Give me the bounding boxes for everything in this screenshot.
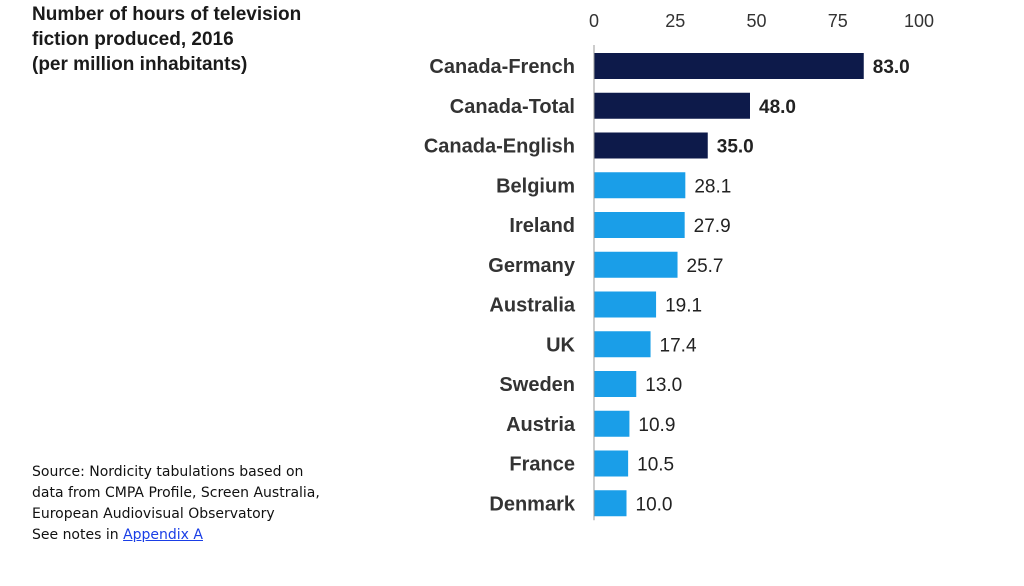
- data-label: 28.1: [694, 176, 731, 197]
- data-label: 19.1: [665, 296, 702, 317]
- data-label: 17.4: [660, 335, 697, 356]
- data-label: 35.0: [717, 137, 754, 158]
- bar: [594, 212, 685, 238]
- data-label: 48.0: [759, 97, 796, 118]
- bar: [594, 410, 630, 437]
- bar: [594, 92, 750, 119]
- category-label: France: [509, 454, 575, 476]
- category-label: Canada-Total: [450, 96, 575, 118]
- x-tick-label: 25: [665, 11, 685, 31]
- data-label: 13.0: [645, 375, 682, 396]
- x-tick-label: 50: [746, 11, 766, 31]
- category-label: UK: [546, 334, 575, 356]
- data-label: 10.0: [636, 494, 673, 515]
- bar: [594, 371, 637, 397]
- category-label: Denmark: [489, 493, 575, 515]
- chart-title: Number of hours of television fiction pr…: [32, 2, 362, 77]
- source-line: European Audiovisual Observatory: [32, 506, 275, 522]
- chart-title-line: Number of hours of television: [32, 4, 302, 25]
- x-tick-label: 75: [828, 11, 848, 31]
- bar: [594, 172, 686, 199]
- notes-prefix: See notes in: [32, 527, 124, 543]
- category-label: Australia: [489, 295, 575, 317]
- category-label: Belgium: [496, 175, 575, 197]
- bar: [594, 132, 708, 159]
- data-label: 25.7: [687, 256, 724, 277]
- category-label: Ireland: [509, 215, 575, 237]
- bar: [594, 53, 864, 79]
- data-label: 83.0: [873, 57, 910, 78]
- category-label: Austria: [506, 414, 576, 436]
- bar: [594, 450, 629, 477]
- appendix-a-link[interactable]: Appendix A: [123, 527, 203, 543]
- notes-line: See notes in Appendix A: [32, 525, 362, 546]
- bar: [594, 291, 657, 318]
- source-line: data from CMPA Profile, Screen Australia…: [32, 485, 320, 501]
- data-label: 27.9: [694, 216, 731, 237]
- category-label: Germany: [488, 255, 576, 277]
- data-label: 10.9: [638, 415, 675, 436]
- chart-title-line: (per million inhabitants): [32, 54, 248, 75]
- x-tick-label: 0: [589, 11, 599, 31]
- bar: [594, 251, 678, 278]
- bar: [594, 490, 627, 517]
- category-label: Sweden: [499, 374, 575, 396]
- category-label: Canada-French: [429, 56, 575, 78]
- category-label: Canada-English: [424, 136, 575, 158]
- chart-title-line: fiction produced, 2016: [32, 29, 234, 50]
- source-note: Source: Nordicity tabulations based on d…: [32, 462, 362, 546]
- source-line: Source: Nordicity tabulations based on: [32, 464, 304, 480]
- data-label: 10.5: [637, 455, 674, 476]
- bar: [594, 331, 651, 358]
- x-tick-label: 100: [904, 11, 934, 31]
